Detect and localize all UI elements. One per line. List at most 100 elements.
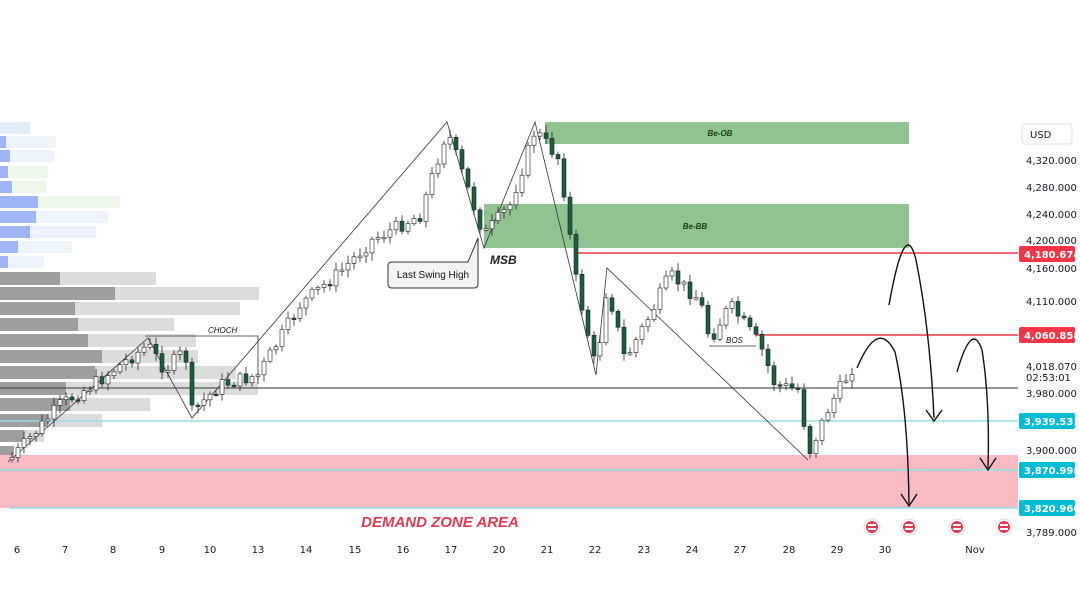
candle-body — [597, 342, 603, 357]
y-tick-label: 3,980.000 — [1026, 389, 1077, 400]
price-tag-label: 3,939.531 — [1024, 417, 1080, 428]
candle-body — [69, 396, 75, 401]
candle-body — [321, 284, 327, 288]
event-icons[interactable] — [863, 518, 1013, 536]
candle-body — [531, 135, 537, 146]
candle-body — [459, 149, 465, 170]
candle-body — [123, 359, 129, 366]
candle-body — [375, 237, 381, 240]
candle-body — [417, 218, 423, 222]
candle-body — [627, 352, 633, 355]
candle-body — [825, 412, 831, 421]
candle-body — [261, 360, 267, 376]
price-tag-label: 3,870.998 — [1024, 466, 1080, 477]
countdown-label: 02:53:01 — [1026, 373, 1071, 384]
x-tick-label: 24 — [686, 545, 699, 556]
candle-body — [399, 220, 405, 232]
event-flag-icon-stripe — [868, 524, 876, 526]
candle-body — [717, 324, 723, 340]
demand-zone-label: DEMAND ZONE AREA — [361, 514, 519, 531]
be-ob-zone — [545, 122, 909, 144]
candle-body — [129, 359, 135, 364]
candle-body — [207, 393, 213, 401]
candle-body — [219, 379, 225, 395]
candle-body — [831, 397, 837, 413]
candle-body — [609, 297, 615, 312]
msb-label: MSB — [490, 253, 517, 267]
y-tick-label: 4,320.000 — [1026, 156, 1077, 167]
candle-body — [663, 275, 669, 289]
event-flag-icon-inner — [903, 521, 915, 533]
y-tick-label: 4,280.000 — [1026, 183, 1077, 194]
candle-body — [147, 343, 153, 348]
price-tag — [1019, 462, 1075, 478]
x-tick-label: 30 — [879, 545, 892, 556]
candle-body — [447, 137, 453, 145]
candle-body — [249, 376, 255, 384]
candle-body — [573, 234, 579, 275]
x-tick-label: 29 — [831, 545, 844, 556]
candle-body — [441, 143, 447, 165]
candle-body — [27, 436, 33, 439]
x-tick-label: 14 — [300, 545, 313, 556]
candle-body — [171, 354, 177, 371]
candle-body — [237, 373, 243, 387]
candle-body — [231, 384, 237, 387]
currency-button[interactable] — [1021, 123, 1073, 145]
x-tick-label: 20 — [493, 545, 506, 556]
candle-body — [639, 326, 645, 340]
candle-body — [759, 333, 765, 350]
candle-body — [513, 192, 519, 206]
x-tick-label: 8 — [110, 545, 116, 556]
x-tick-label: 23 — [638, 545, 651, 556]
candle-body — [327, 284, 333, 287]
y-tick-label: 4,110.000 — [1026, 297, 1077, 308]
candle-body — [471, 186, 477, 211]
price-tag — [1019, 413, 1075, 429]
candle-body — [201, 399, 207, 406]
candle-body — [633, 339, 639, 353]
candle-body — [837, 381, 843, 399]
x-tick-label: 9 — [159, 545, 165, 556]
candle-body — [285, 317, 291, 330]
x-tick-label: 22 — [589, 545, 602, 556]
candle-body — [735, 301, 741, 317]
candle-body — [111, 371, 117, 376]
candle-body — [177, 350, 183, 355]
x-tick-label: 27 — [734, 545, 747, 556]
candle-body — [801, 389, 807, 427]
candle-body — [165, 370, 171, 373]
candle-body — [291, 317, 297, 320]
candle-body — [303, 297, 309, 309]
event-flag-icon-inner — [951, 521, 963, 533]
candle-body — [537, 132, 543, 137]
candle-body — [105, 375, 111, 385]
price-tag-label: 3,820.960 — [1024, 504, 1080, 515]
candle-body — [45, 418, 51, 422]
x-tick-label: 28 — [783, 545, 796, 556]
candle-body — [495, 211, 501, 221]
candle-body — [195, 404, 201, 407]
candle-body — [477, 209, 483, 230]
candle-body — [429, 173, 435, 195]
candle-body — [753, 326, 759, 335]
candle-body — [813, 440, 819, 454]
candle-body — [135, 351, 141, 364]
candle-body — [591, 335, 597, 357]
candle-body — [681, 281, 687, 285]
candle-body — [273, 346, 279, 351]
x-tick-label: 21 — [541, 545, 554, 556]
event-flag-icon-stripe — [953, 528, 961, 530]
candle-body — [279, 329, 285, 348]
event-flag-icon-stripe — [1000, 528, 1008, 530]
candle-body — [585, 309, 591, 336]
price-tag-label: 4,060.858 — [1024, 331, 1080, 342]
candle-body — [225, 379, 231, 386]
y-tick-label: 4,240.000 — [1026, 210, 1077, 221]
candle-body — [381, 236, 387, 240]
x-tick-label: 16 — [397, 545, 410, 556]
event-flag-icon-inner — [866, 521, 878, 533]
candle-body — [711, 333, 717, 340]
candle-body — [819, 419, 825, 441]
